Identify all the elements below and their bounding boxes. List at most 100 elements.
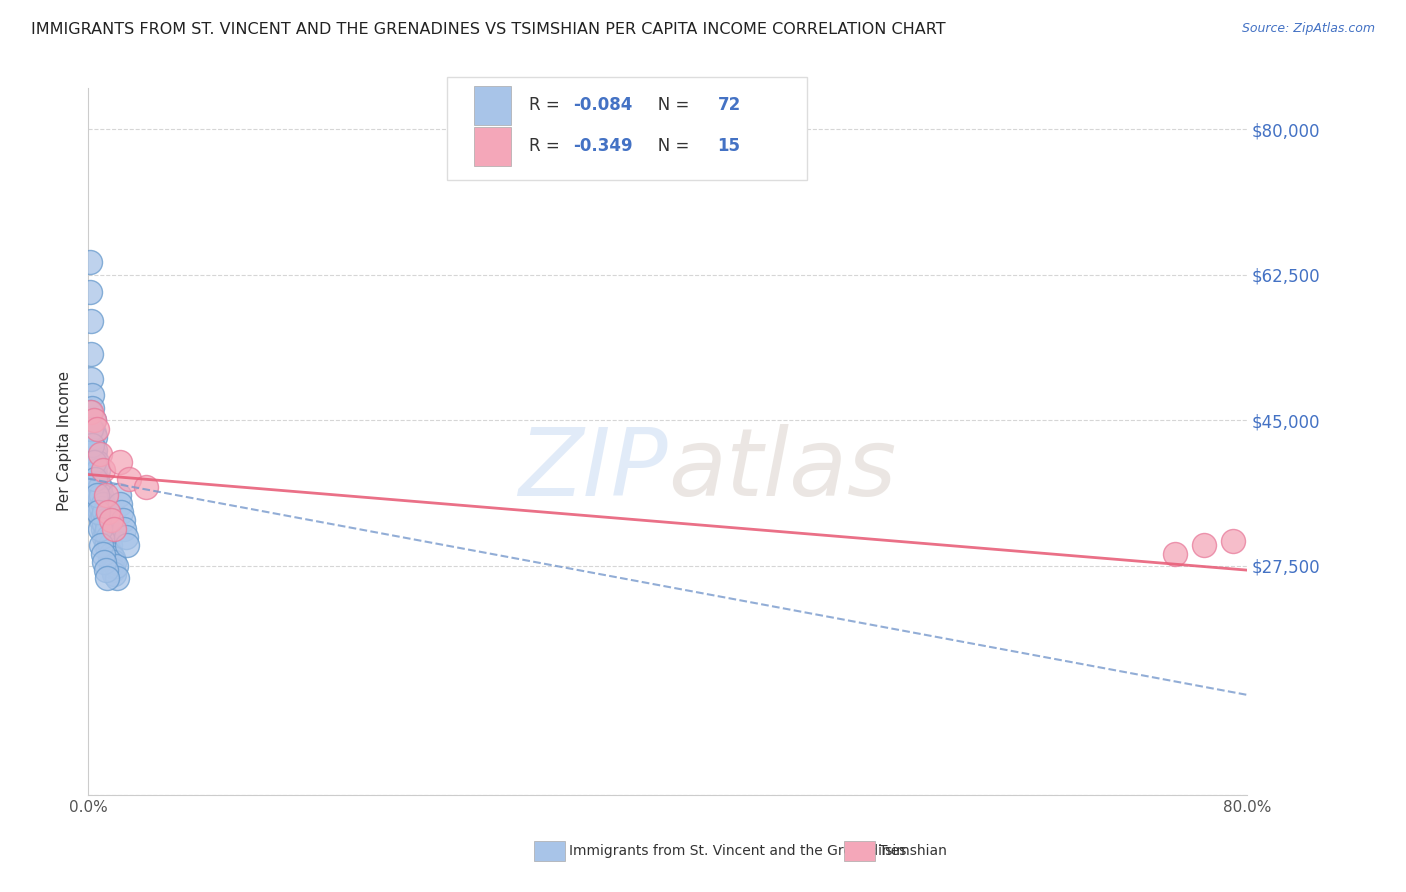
Point: [108, 497, 131, 511]
Point: [89, 480, 111, 494]
Point: [97, 530, 120, 544]
Point: [98, 550, 121, 565]
Point: [94, 513, 117, 527]
Text: -0.084: -0.084: [572, 96, 633, 114]
Point: [83, 447, 105, 461]
Point: [84, 472, 107, 486]
Point: [93, 530, 115, 544]
Point: [94, 563, 117, 577]
Point: [108, 455, 131, 469]
Point: [103, 567, 125, 582]
Point: [107, 488, 129, 502]
Point: [86, 488, 108, 502]
Point: [89, 447, 111, 461]
Point: [87, 488, 110, 502]
Point: [114, 530, 136, 544]
Point: [83, 425, 105, 440]
Point: [79, 255, 101, 269]
Point: [87, 500, 110, 515]
Point: [83, 455, 105, 469]
Point: [82, 401, 104, 415]
Point: [91, 522, 114, 536]
Text: 72: 72: [717, 96, 741, 114]
Text: N =: N =: [643, 137, 695, 155]
Point: [135, 480, 157, 494]
Text: Source: ZipAtlas.com: Source: ZipAtlas.com: [1241, 22, 1375, 36]
Point: [110, 505, 132, 519]
Point: [91, 463, 114, 477]
Point: [82, 438, 104, 452]
Point: [111, 513, 134, 527]
Point: [94, 538, 117, 552]
Point: [112, 522, 135, 536]
Point: [97, 542, 120, 557]
Point: [79, 405, 101, 419]
Y-axis label: Per Capita Income: Per Capita Income: [58, 371, 72, 511]
Point: [80, 372, 103, 386]
FancyBboxPatch shape: [447, 77, 807, 179]
Point: [90, 500, 112, 515]
Point: [84, 455, 107, 469]
Point: [101, 550, 124, 565]
Point: [93, 517, 115, 532]
Point: [84, 467, 107, 482]
Point: [105, 571, 128, 585]
Point: [93, 505, 115, 519]
Point: [86, 455, 108, 469]
Point: [90, 488, 112, 502]
Point: [97, 505, 120, 519]
Point: [96, 571, 118, 585]
Point: [87, 463, 110, 477]
Point: [100, 559, 122, 574]
Text: N =: N =: [643, 96, 695, 114]
Point: [80, 405, 103, 419]
Point: [98, 538, 121, 552]
Point: [91, 497, 114, 511]
Text: Immigrants from St. Vincent and the Grenadines: Immigrants from St. Vincent and the Gren…: [569, 844, 907, 858]
Text: IMMIGRANTS FROM ST. VINCENT AND THE GRENADINES VS TSIMSHIAN PER CAPITA INCOME CO: IMMIGRANTS FROM ST. VINCENT AND THE GREN…: [31, 22, 946, 37]
Point: [83, 413, 105, 427]
Point: [118, 472, 141, 486]
Point: [80, 422, 103, 436]
Point: [82, 438, 104, 452]
Text: Tsimshian: Tsimshian: [879, 844, 946, 858]
Point: [86, 484, 108, 499]
Point: [101, 563, 124, 577]
Point: [103, 522, 125, 536]
Text: -0.349: -0.349: [572, 137, 633, 155]
Point: [86, 472, 108, 486]
Point: [91, 509, 114, 524]
Point: [96, 534, 118, 549]
Point: [87, 475, 110, 490]
Point: [117, 538, 139, 552]
Point: [80, 313, 103, 327]
Point: [93, 555, 115, 569]
Text: R =: R =: [529, 137, 565, 155]
Text: ZIP: ZIP: [517, 424, 668, 515]
Bar: [474, 86, 512, 125]
Point: [82, 388, 104, 402]
Point: [104, 559, 127, 574]
Point: [89, 522, 111, 536]
Point: [82, 422, 104, 436]
Point: [90, 538, 112, 552]
Text: atlas: atlas: [668, 424, 896, 515]
Point: [1222, 534, 1244, 549]
Point: [94, 488, 117, 502]
Point: [89, 505, 111, 519]
Point: [100, 513, 122, 527]
Point: [87, 505, 110, 519]
Point: [84, 442, 107, 457]
Point: [1164, 547, 1187, 561]
Point: [79, 285, 101, 299]
Point: [91, 547, 114, 561]
Point: [90, 513, 112, 527]
Point: [94, 525, 117, 540]
Point: [83, 413, 105, 427]
Point: [96, 522, 118, 536]
Text: 15: 15: [717, 137, 741, 155]
Bar: [474, 127, 512, 166]
Point: [1192, 538, 1215, 552]
Text: R =: R =: [529, 96, 565, 114]
Point: [86, 422, 108, 436]
